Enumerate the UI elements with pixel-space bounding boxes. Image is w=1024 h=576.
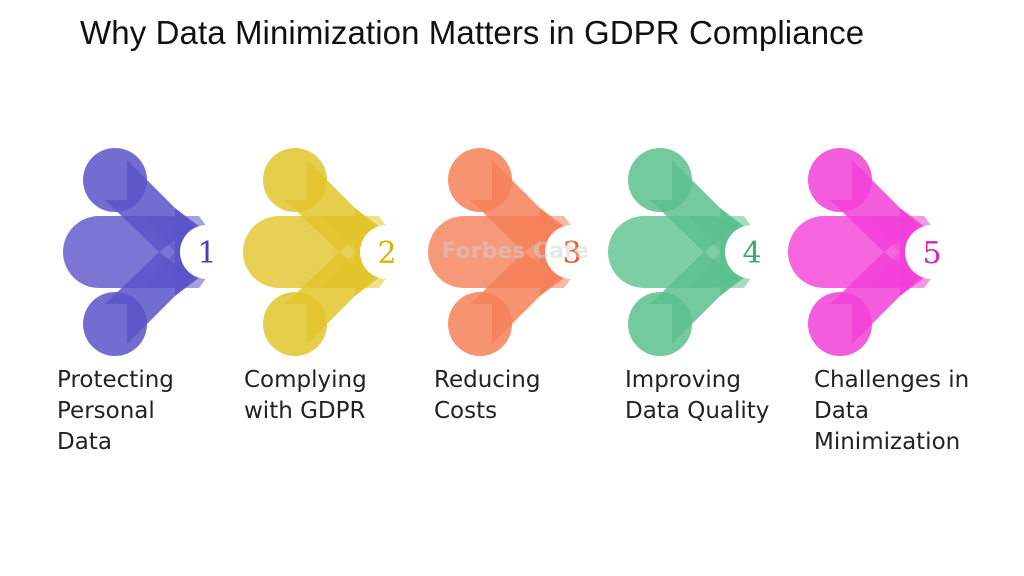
step-label-line: Reducing [434,367,541,393]
step-label-line: Protecting [57,367,174,393]
step-label-line: Personal [57,398,155,424]
step-number-circle [360,225,414,279]
step-label-line: Complying [244,367,367,393]
step-label-1: Protecting Personal Data [57,365,232,458]
step-label-line: Improving [625,367,741,393]
step-number: 4 [742,236,761,271]
step-arrow-5: 5 [788,148,959,356]
step-arrow-4: 4 [608,148,779,356]
step-number: 2 [377,236,396,271]
step-number-circle [725,225,779,279]
step-number-circle [180,225,234,279]
step-label-line: Challenges in [814,367,970,393]
step-label-3: Reducing Costs [434,365,609,427]
step-label-line: Data [814,398,869,424]
step-label-line: Costs [434,398,498,424]
step-number-circle [545,225,599,279]
step-number: 5 [922,236,941,271]
step-arrow-3: 3 [428,148,599,356]
step-number: 1 [197,236,216,271]
step-label-5: Challenges in Data Minimization [814,365,989,458]
step-number: 3 [562,236,581,271]
diagram-title: Why Data Minimization Matters in GDPR Co… [80,14,865,51]
step-label-line: Data Quality [625,398,770,424]
step-arrow-2: 2 [243,148,414,356]
step-label-line: Data [57,429,112,455]
step-label-line: with GDPR [244,398,366,424]
step-label-4: Improving Data Quality [625,365,800,427]
step-label-2: Complying with GDPR [244,365,419,427]
step-label-line: Minimization [814,429,961,455]
step-number-circle [905,225,959,279]
step-arrow-1: 1 [63,148,234,356]
